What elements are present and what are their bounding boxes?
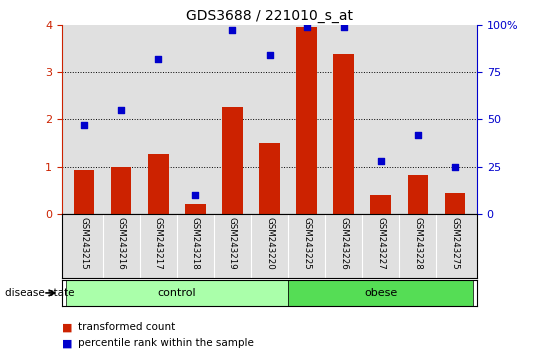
Point	[451, 164, 459, 170]
Text: GSM243217: GSM243217	[154, 217, 163, 270]
Text: ■: ■	[62, 338, 72, 348]
Point	[228, 28, 237, 33]
Bar	[370, 195, 391, 214]
Text: GSM243218: GSM243218	[191, 217, 200, 270]
Text: disease state: disease state	[5, 288, 75, 298]
Bar	[259, 143, 280, 214]
Point	[413, 132, 422, 137]
Point	[80, 122, 88, 128]
Bar	[334, 54, 354, 214]
Text: GDS3688 / 221010_s_at: GDS3688 / 221010_s_at	[186, 9, 353, 23]
Text: GSM243226: GSM243226	[339, 217, 348, 270]
Bar	[185, 204, 205, 214]
Point	[265, 52, 274, 58]
Text: GSM243216: GSM243216	[117, 217, 126, 270]
Bar	[288, 280, 473, 306]
Bar	[111, 167, 132, 214]
Bar	[296, 27, 317, 214]
Text: GSM243275: GSM243275	[450, 217, 459, 270]
Bar	[407, 175, 428, 214]
Text: transformed count: transformed count	[78, 322, 175, 332]
Text: obese: obese	[364, 288, 397, 298]
Bar	[148, 154, 169, 214]
Point	[117, 107, 126, 113]
Text: percentile rank within the sample: percentile rank within the sample	[78, 338, 254, 348]
Text: GSM243215: GSM243215	[80, 217, 89, 270]
Text: GSM243225: GSM243225	[302, 217, 311, 270]
Text: ■: ■	[62, 322, 72, 332]
Bar	[66, 280, 288, 306]
Text: GSM243227: GSM243227	[376, 217, 385, 270]
Text: control: control	[157, 288, 196, 298]
Point	[376, 158, 385, 164]
Bar	[445, 193, 465, 214]
Text: GSM243220: GSM243220	[265, 217, 274, 270]
Text: GSM243228: GSM243228	[413, 217, 422, 270]
Point	[191, 193, 199, 198]
Point	[302, 24, 311, 29]
Bar	[222, 107, 243, 214]
Text: GSM243219: GSM243219	[228, 217, 237, 270]
Bar	[74, 170, 94, 214]
Point	[340, 24, 348, 29]
Point	[154, 56, 163, 62]
